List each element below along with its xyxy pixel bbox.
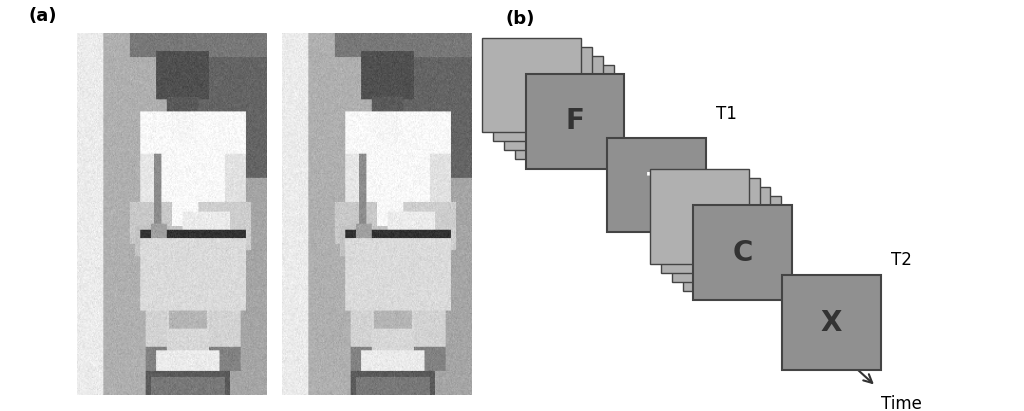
Text: X: X xyxy=(821,309,843,337)
Bar xyxy=(683,196,781,291)
Text: (a): (a) xyxy=(29,7,57,25)
Bar xyxy=(504,56,603,150)
Bar xyxy=(782,275,881,370)
Text: T: T xyxy=(647,171,666,199)
Text: F: F xyxy=(565,107,585,135)
Text: (b): (b) xyxy=(506,10,536,28)
Bar xyxy=(525,74,625,169)
Bar xyxy=(660,178,760,273)
Bar xyxy=(693,206,793,300)
Bar xyxy=(650,169,749,264)
Text: C: C xyxy=(732,239,753,267)
Bar xyxy=(482,38,581,132)
Text: T1: T1 xyxy=(716,105,736,123)
Text: T2: T2 xyxy=(891,251,911,269)
Bar xyxy=(607,138,706,232)
Text: Time: Time xyxy=(881,395,922,411)
Bar xyxy=(515,65,613,159)
Bar xyxy=(672,187,770,282)
Bar xyxy=(494,47,592,141)
